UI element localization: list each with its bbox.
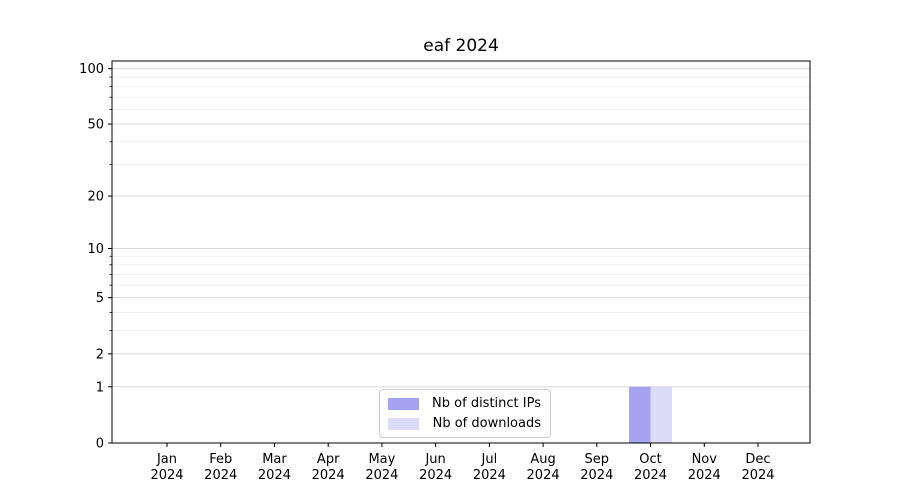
tick-label: Jan <box>156 452 177 467</box>
tick-label: 2024 <box>204 468 237 483</box>
tick-label: 20 <box>87 190 104 205</box>
tick-label: 2024 <box>580 468 613 483</box>
tick-label: 2024 <box>741 468 774 483</box>
tick-label: 2024 <box>419 468 452 483</box>
tick-label: Feb <box>209 452 232 467</box>
bar-distinct-ips <box>629 386 651 443</box>
chart-title: eaf 2024 <box>423 36 499 56</box>
tick-label: 2024 <box>258 468 291 483</box>
tick-label: 2024 <box>150 468 183 483</box>
tick-label: 2 <box>96 347 104 362</box>
tick-label: Dec <box>745 452 770 467</box>
tick-label: May <box>368 452 395 467</box>
tick-label: 2024 <box>688 468 721 483</box>
bar-downloads <box>650 386 673 443</box>
tick-label: 100 <box>79 62 104 77</box>
legend-label-downloads: Nb of downloads <box>432 416 541 431</box>
axes-frame <box>111 60 811 444</box>
legend-item-distinct-ips: Nb of distinct IPs <box>388 396 541 411</box>
legend: Nb of distinct IPs Nb of downloads <box>379 389 551 438</box>
tick-label: 5 <box>96 291 104 306</box>
tick-label: Mar <box>262 452 287 467</box>
legend-swatch-downloads <box>388 417 419 430</box>
tick-label: 0 <box>96 437 104 452</box>
tick-label: 1 <box>96 380 104 395</box>
legend-item-downloads: Nb of downloads <box>388 416 541 431</box>
tick-label: Oct <box>639 452 661 467</box>
legend-swatch-distinct-ips <box>388 397 419 410</box>
tick-label: 2024 <box>634 468 667 483</box>
tick-label: Aug <box>530 452 555 467</box>
tick-label: 2024 <box>473 468 506 483</box>
tick-label: Sep <box>585 452 610 467</box>
tick-label: 2024 <box>312 468 345 483</box>
tick-label: Jun <box>424 452 445 467</box>
tick-label: 2024 <box>527 468 560 483</box>
tick-label: Nov <box>692 452 718 467</box>
tick-label: 50 <box>87 118 104 133</box>
tick-label: Jul <box>481 452 498 467</box>
tick-label: 10 <box>87 242 104 257</box>
tick-label: 2024 <box>365 468 398 483</box>
tick-label: Apr <box>317 452 340 467</box>
legend-label-distinct-ips: Nb of distinct IPs <box>432 396 541 411</box>
